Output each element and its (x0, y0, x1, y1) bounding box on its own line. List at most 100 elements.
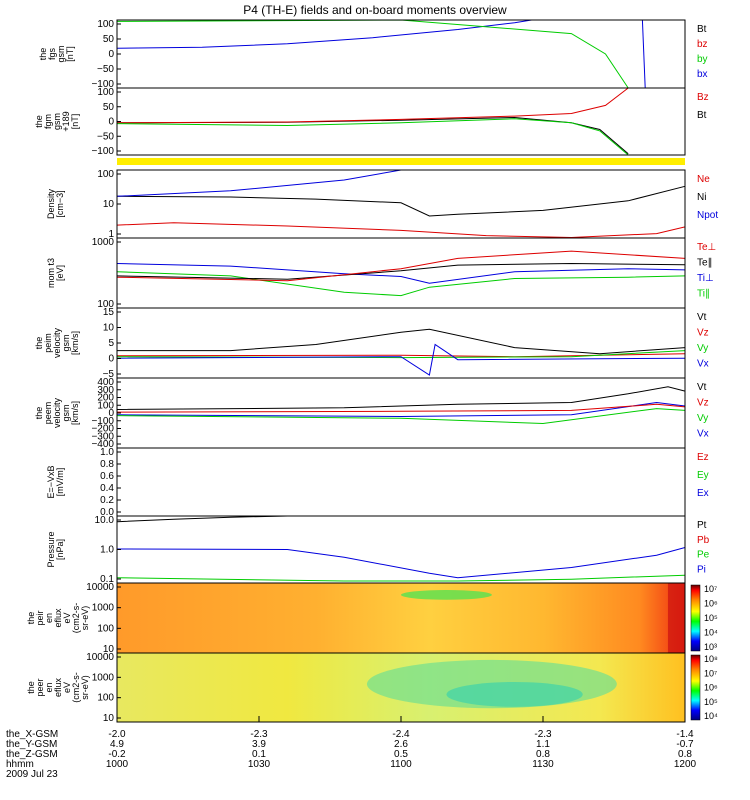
y-tick-label: 10 (103, 644, 115, 655)
panel-pressure: 10.0 1.0 0.1 Pressure[nPa] Pt Pb Pe Pi (46, 515, 710, 585)
panel-frame (116, 87, 686, 156)
y-tick-label: 100 (97, 693, 114, 704)
panels: 100500−50−100thefgsgsm[nT]Btbzbybx100500… (26, 19, 718, 724)
legend-by: by (697, 54, 708, 65)
colorbar-tick-label: 10⁴ (704, 628, 718, 638)
y-axis-label-line: eflux (53, 677, 63, 697)
y-axis-label-line: eV (62, 612, 72, 623)
legend-Ey: Ey (697, 470, 709, 481)
y-tick-label: 0 (108, 408, 114, 419)
panel-peer: 10⁸ 10⁷ 10⁶ 10⁵ 10⁴ 10000 1000 100 10 thepeerenef… (26, 652, 718, 724)
y-tick-label: 15 (103, 307, 115, 318)
time-tick-label: -2.3 (250, 729, 268, 740)
panel-mom_t: 1000 100 mom t3[eV] Te⊥ Te∥ Ti⊥ Ti∥ (46, 237, 716, 310)
series-Vy (116, 408, 686, 425)
legend-Ne: Ne (697, 174, 710, 185)
y-axis-label-line: gsm (61, 334, 71, 351)
legend-bz: bz (697, 39, 708, 50)
legend-Vy: Vy (697, 413, 708, 424)
y-axis-label: thepeirenefluxeV(cm2-s-sr-eV) (26, 603, 90, 634)
y-axis-label-line: the (26, 681, 36, 694)
time-tick-label: 1000 (106, 759, 129, 770)
time-tick-label: 2.6 (394, 739, 408, 750)
series-Ne (116, 222, 686, 239)
y-tick-label: 100 (97, 169, 114, 180)
time-tick-label: -2.4 (392, 729, 410, 740)
time-tick-label: -2.3 (534, 729, 552, 740)
y-axis-label-line: the (34, 115, 44, 128)
y-axis-label-line: the (26, 612, 36, 625)
y-tick-label: 0 (108, 354, 114, 365)
y-tick-label: −100 (91, 416, 114, 427)
y-tick-label: 0.8 (100, 459, 114, 470)
y-tick-label: 100 (97, 299, 114, 310)
y-axis-label-line: [km/s] (70, 331, 80, 355)
y-axis-label: Pressure[nPa] (46, 531, 65, 567)
y-axis-label: thepeemvelocitygsm[km/s] (34, 397, 80, 428)
y-tick-label: 200 (97, 393, 114, 404)
panel-peir: 10⁷ 10⁶ 10⁵ 10⁴ 10³ 10000 1000 100 10 thepeirenef… (26, 582, 718, 655)
y-tick-label: −5 (103, 369, 115, 380)
y-tick-label: −300 (91, 431, 114, 442)
y-axis-label: E=−VxB[mV/m] (46, 465, 65, 498)
y-axis-label-line: the (38, 48, 48, 61)
panel-density: 100 10 1 Density[cm−3] Ne Ni Npot (46, 169, 718, 240)
y-axis-label: Density[cm−3] (46, 188, 65, 219)
y-tick-label: 0.6 (100, 471, 114, 482)
time-tick-label: 1.1 (536, 739, 550, 750)
time-tick-label: 1130 (532, 759, 554, 770)
y-tick-label: 10 (103, 199, 115, 210)
legend-Pi: Pi (697, 564, 706, 575)
y-axis-label-line: gsm (56, 45, 66, 62)
legend-Vx: Vx (697, 359, 709, 370)
legend-Ni: Ni (697, 192, 706, 203)
colorbar-tick-label: 10⁷ (704, 584, 717, 594)
y-tick-label: 100 (97, 87, 114, 98)
legend-Vt: Vt (697, 382, 707, 393)
y-axis-label-line: eV (62, 682, 72, 693)
y-tick-label: 10.0 (95, 515, 115, 526)
y-tick-label: 400 (97, 377, 114, 388)
y-axis-label-line: Density (46, 188, 56, 219)
y-tick-label: 5 (108, 338, 114, 349)
time-tick-labels: -2.04.9-0.21000-2.33.90.11030-2.42.60.51… (106, 716, 697, 770)
y-axis-label-line: en (44, 613, 54, 623)
series-Vz (116, 403, 686, 413)
y-tick-label: −400 (91, 439, 114, 450)
date-label: 2009 Jul 23 (6, 769, 58, 780)
legend-Bz: Bz (697, 92, 709, 103)
legend-Te∥: Te∥ (697, 258, 713, 269)
time-tick-label: 0.1 (252, 749, 266, 760)
y-axis-label-line: Pressure (46, 531, 56, 567)
y-axis-label-line: [nPa] (55, 539, 65, 560)
y-tick-label: 0.1 (100, 574, 114, 585)
spectrogram-min-flux-region (446, 681, 583, 707)
colorbar-tick-label: 10⁵ (704, 613, 718, 623)
y-axis-label: mom t3[eV] (46, 258, 65, 288)
y-axis-label-line: eflux (53, 608, 63, 628)
y-axis-label: thepeerenefluxeV(cm2-s-sr-eV) (26, 672, 90, 703)
series-bx (116, 19, 532, 49)
legend-Vx: Vx (697, 429, 709, 440)
y-tick-label: 10 (103, 713, 115, 724)
time-axis: the_X-GSM the_Y-GSM the_Z-GSM hhmm 2009 … (6, 716, 697, 780)
colorbar-tick-label: 10³ (704, 642, 717, 652)
series-Ti⊥ (116, 263, 686, 284)
y-axis-label-line: [eV] (55, 265, 65, 281)
spectrogram-low-flux-region (401, 590, 492, 600)
colorbar-tick-label: 10⁸ (704, 654, 718, 664)
legend-Ti∥: Ti∥ (697, 289, 710, 300)
legend-Vz: Vz (697, 328, 709, 339)
series-green (116, 118, 629, 156)
time-tick-label: -0.2 (108, 749, 126, 760)
y-tick-label: 1000 (92, 237, 115, 248)
spectrogram-high-flux-edge (667, 583, 685, 653)
y-tick-label: −100 (91, 146, 114, 157)
time-tick-label: 1100 (390, 759, 412, 770)
y-tick-label: 0 (108, 117, 114, 128)
panel-fgs: 100 50 0 −50 −100 thefgsgsm[nT] Bt bz by bx (38, 19, 708, 90)
y-axis-label-line: [cm−3] (55, 190, 65, 217)
y-axis-label-line: (cm2-s- (71, 603, 81, 634)
y-axis-label-line: the (34, 337, 44, 350)
series-Te∥ (116, 262, 686, 280)
